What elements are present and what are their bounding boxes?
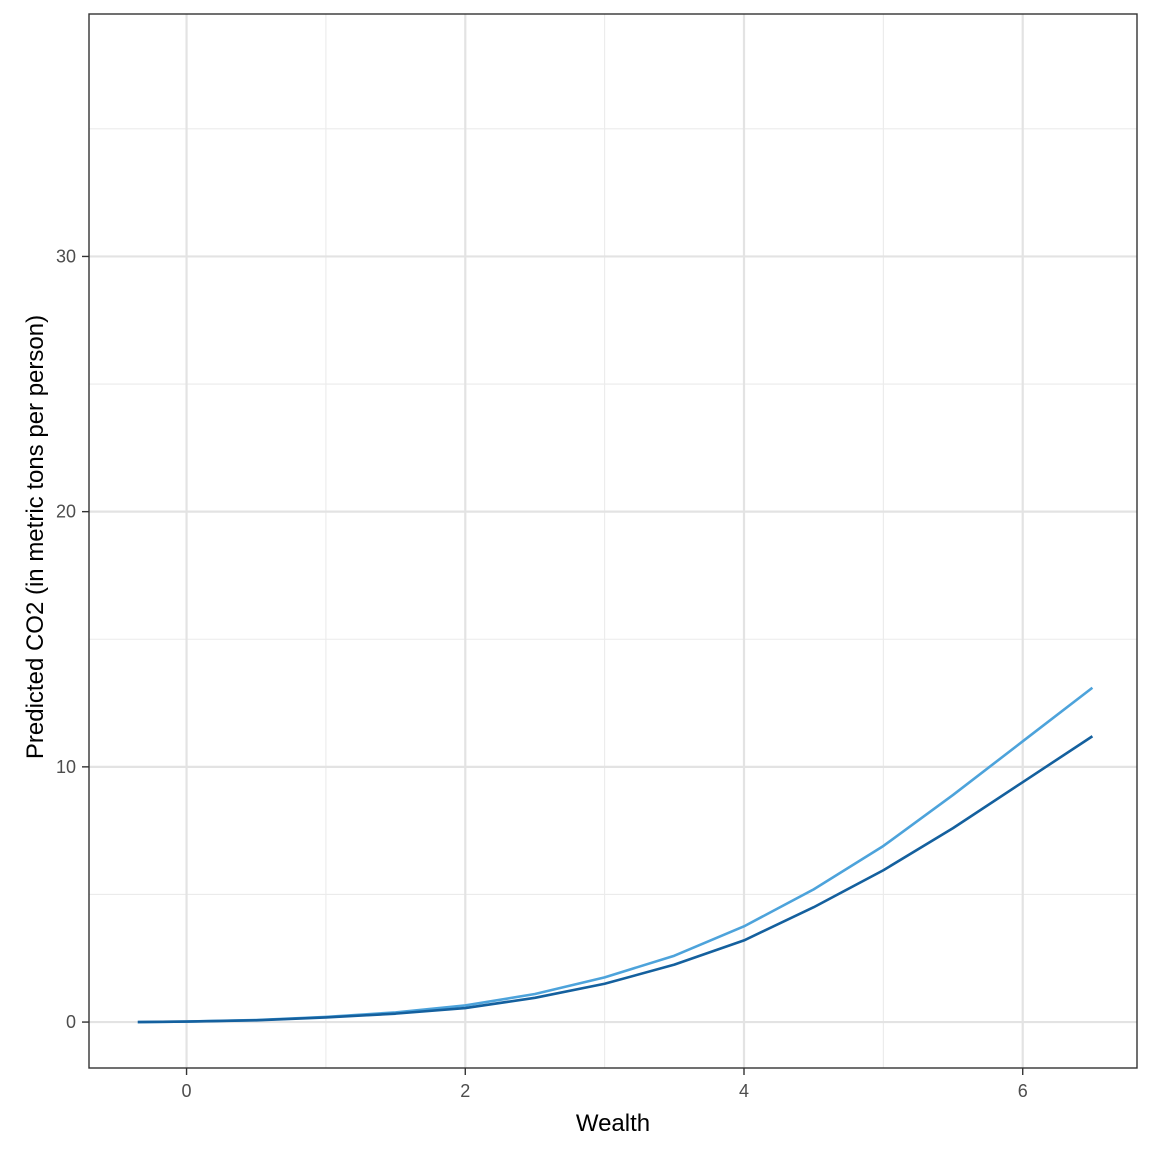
grid-minor — [89, 14, 1137, 1068]
x-axis: 0 2 4 6 — [182, 1068, 1028, 1101]
series-line-2 — [137, 735, 1094, 1024]
x-tick-label: 6 — [1018, 1081, 1028, 1101]
y-tick-label: 10 — [56, 757, 76, 777]
panel-border — [88, 13, 1138, 1069]
y-tick-label: 30 — [56, 246, 76, 266]
y-axis: 0 10 20 30 — [56, 246, 89, 1032]
x-tick-label: 4 — [739, 1081, 749, 1101]
x-tick-label: 0 — [182, 1081, 192, 1101]
x-axis-title: Wealth — [576, 1110, 650, 1137]
grid-major — [89, 14, 1137, 1068]
y-axis-title: Predicted CO2 (in metric tons per person… — [22, 315, 49, 759]
y-tick-label: 20 — [56, 502, 76, 522]
series-layer — [137, 686, 1094, 1024]
y-tick-label: 0 — [66, 1012, 76, 1032]
x-tick-label: 2 — [460, 1081, 470, 1101]
